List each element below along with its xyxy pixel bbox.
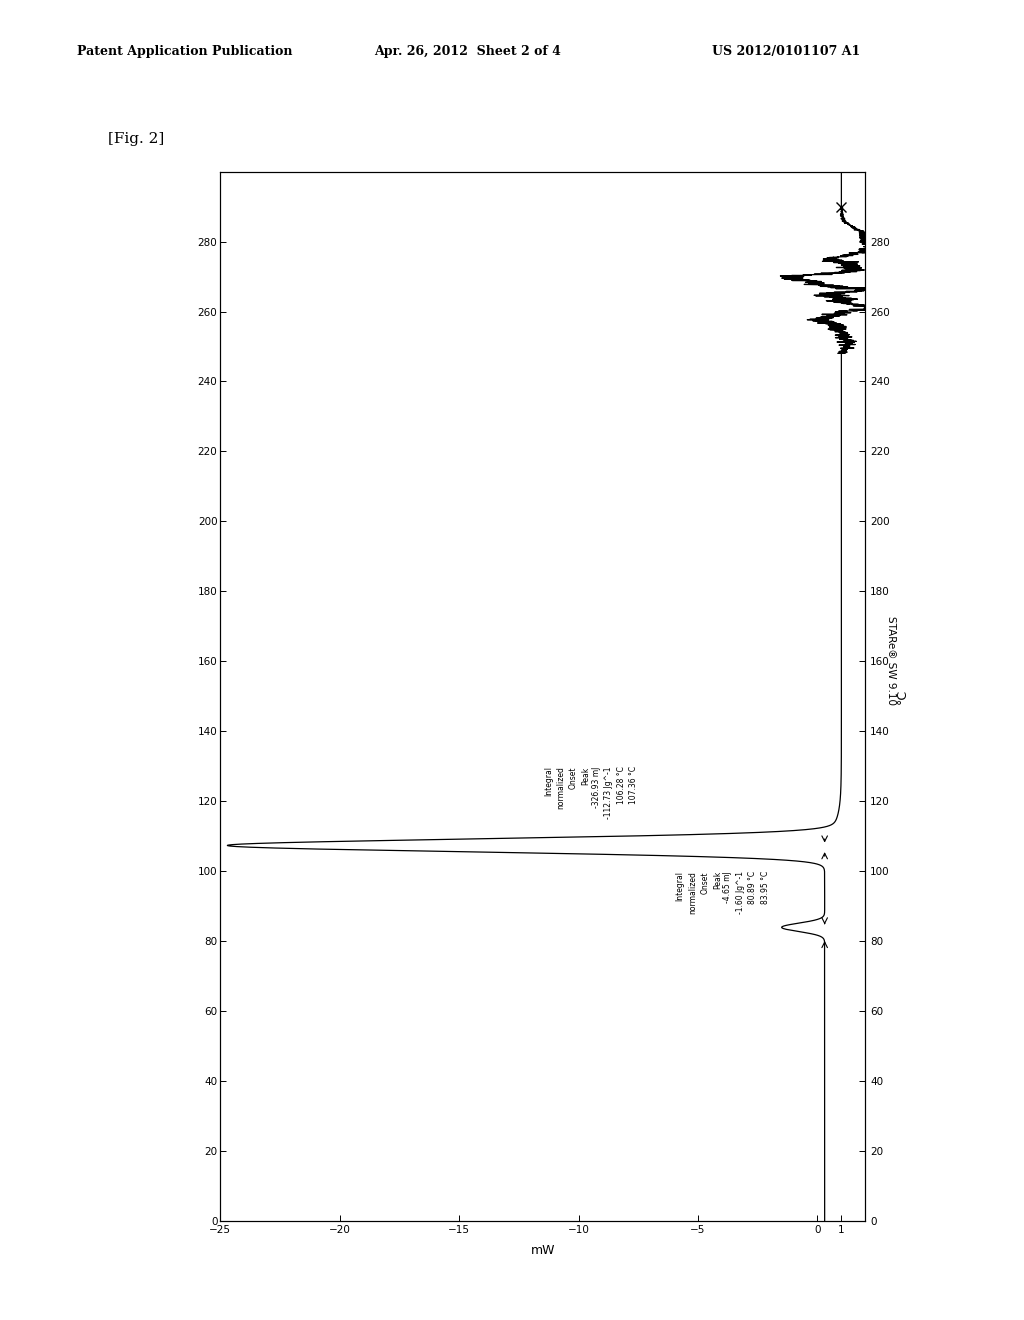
- X-axis label: mW: mW: [530, 1243, 555, 1257]
- Text: -4.65 mJ
-1.60 Jg^-1
80.89 °C
83.95 °C: -4.65 mJ -1.60 Jg^-1 80.89 °C 83.95 °C: [723, 871, 770, 915]
- Text: STARe® SW 9.10: STARe® SW 9.10: [886, 615, 896, 705]
- Y-axis label: °C: °C: [895, 689, 908, 704]
- Text: US 2012/0101107 A1: US 2012/0101107 A1: [712, 45, 860, 58]
- Text: Apr. 26, 2012  Sheet 2 of 4: Apr. 26, 2012 Sheet 2 of 4: [374, 45, 560, 58]
- Text: -326.93 mJ
-112.73 Jg^-1
106.28 °C
107.36 °C: -326.93 mJ -112.73 Jg^-1 106.28 °C 107.3…: [592, 766, 638, 818]
- Text: [Fig. 2]: [Fig. 2]: [108, 132, 164, 147]
- Text: Patent Application Publication: Patent Application Publication: [77, 45, 292, 58]
- Text: Integral
normalized
Onset
Peak: Integral normalized Onset Peak: [544, 766, 591, 809]
- Text: Integral
normalized
Onset
Peak: Integral normalized Onset Peak: [676, 871, 722, 913]
